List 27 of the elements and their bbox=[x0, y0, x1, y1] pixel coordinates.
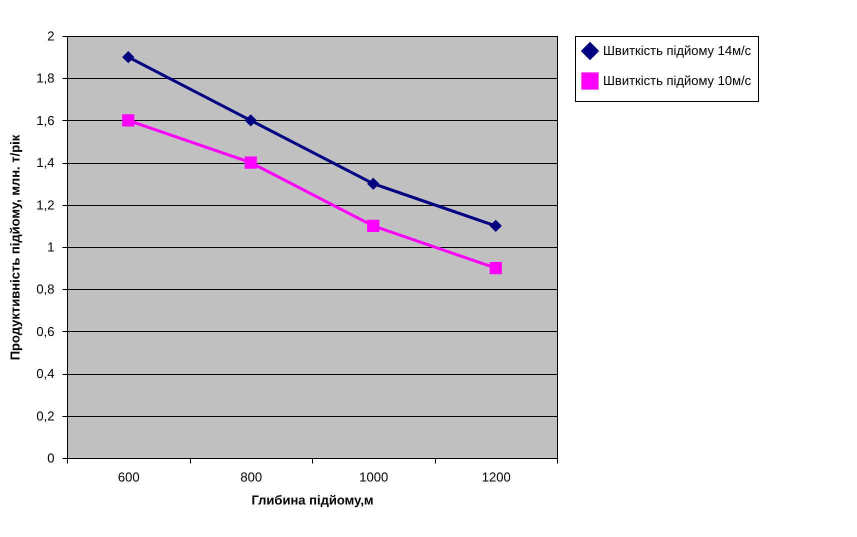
point bbox=[367, 220, 380, 232]
x-tick-label: 600 bbox=[118, 470, 140, 484]
y-tick-label: 0,4 bbox=[36, 366, 54, 382]
y-tick-label: 1 bbox=[47, 240, 54, 254]
point bbox=[367, 178, 380, 190]
x-tick-label: 1200 bbox=[482, 470, 511, 484]
point bbox=[490, 262, 502, 274]
y-tick-label: 1,6 bbox=[36, 112, 54, 128]
y-tick-label: 1,8 bbox=[36, 70, 54, 86]
x-axis-title: Глибина підйому,м bbox=[251, 492, 374, 508]
legend-label: Швиткість підйому 10м/с bbox=[603, 73, 752, 88]
y-tick-label: 0 bbox=[47, 450, 54, 466]
y-tick-label: 1,2 bbox=[36, 197, 54, 212]
point bbox=[490, 220, 502, 232]
legend-label: Швиткість підйому 14м/с bbox=[603, 43, 752, 58]
y-tick-label: 0,8 bbox=[36, 282, 54, 297]
point bbox=[122, 114, 134, 127]
y-axis-title: Продуктивність підйому, млн. т/рік bbox=[7, 134, 22, 360]
y-tick-label: 2 bbox=[47, 28, 54, 44]
x-tick-label: 1000 bbox=[359, 470, 388, 484]
point bbox=[244, 114, 257, 127]
x-tick-label: 800 bbox=[240, 470, 262, 484]
y-tick-label: 0,2 bbox=[36, 408, 54, 424]
y-tick-label: 1,4 bbox=[36, 155, 54, 170]
y-tick-label: 0,6 bbox=[36, 324, 54, 339]
point bbox=[244, 156, 257, 169]
point bbox=[122, 50, 134, 64]
